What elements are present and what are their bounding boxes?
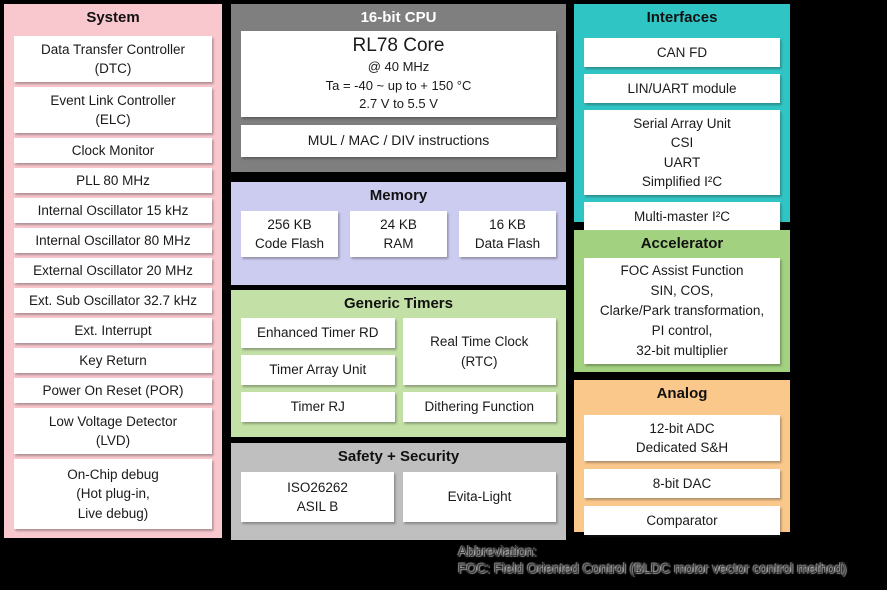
timers-grid: Enhanced Timer RD Real Time Clock (RTC) … [241,317,556,422]
block-lvd: Low Voltage Detector (LVD) [14,408,212,454]
block-12bit-adc: 12-bit ADC Dedicated S&H [584,415,780,461]
section-title: Accelerator [640,235,724,252]
block-iso26262-asil-b: ISO26262 ASIL B [241,472,394,522]
section-title: Memory [369,187,428,204]
block-multi-master-i2c: Multi-master I²C [584,202,780,231]
section-system: System Data Transfer Controller (DTC) Ev… [4,4,222,538]
memory-row: 256 KB Code Flash 24 KB RAM 16 KB Data F… [241,209,556,277]
block-rtc: Real Time Clock (RTC) [402,318,556,385]
block-data-flash: 16 KB Data Flash [459,211,556,257]
section-title: Safety + Security [337,448,460,465]
block-pll-80mhz: PLL 80 MHz [14,168,212,193]
block-serial-array-unit: Serial Array Unit CSI UART Simplified I²… [584,110,780,195]
block-clock-monitor: Clock Monitor [14,138,212,163]
section-title: Generic Timers [344,295,453,312]
block-dtc: Data Transfer Controller (DTC) [14,36,212,82]
section-interfaces: Interfaces CAN FD LIN/UART module Serial… [574,4,790,231]
block-elc: Event Link Controller (ELC) [14,87,212,133]
section-title: Interfaces [646,9,718,26]
block-on-chip-debug: On-Chip debug (Hot plug-in, Live debug) [14,459,212,529]
safety-row: ISO26262 ASIL B Evita-Light [241,470,556,522]
block-external-osc-20mhz: External Oscillator 20 MHz [14,258,212,283]
block-rl78-core: RL78 Core @ 40 MHz Ta = -40 ~ up to + 15… [241,31,556,117]
cpu-core-details: @ 40 MHz Ta = -40 ~ up to + 150 °C 2.7 V… [325,59,472,112]
section-analog: Analog 12-bit ADC Dedicated S&H 8-bit DA… [574,380,790,535]
block-ram: 24 KB RAM [350,211,447,257]
block-foc-assist-function: FOC Assist Function SIN, COS, Clarke/Par… [584,258,780,364]
block-por: Power On Reset (POR) [14,378,212,403]
block-key-return: Key Return [14,348,212,373]
section-title: System [86,9,140,26]
section-accelerator: Accelerator FOC Assist Function SIN, COS… [574,230,790,372]
section-title: 16-bit CPU [360,9,437,26]
section-safety-security: Safety + Security ISO26262 ASIL B Evita-… [231,443,566,540]
section-memory: Memory 256 KB Code Flash 24 KB RAM 16 KB… [231,182,566,285]
block-8bit-dac: 8-bit DAC [584,469,780,498]
block-code-flash: 256 KB Code Flash [241,211,338,257]
cpu-core-name: RL78 Core [352,35,445,57]
block-ext-sub-osc: Ext. Sub Oscillator 32.7 kHz [14,288,212,313]
section-cpu: 16-bit CPU RL78 Core @ 40 MHz Ta = -40 ~… [231,4,566,172]
block-comparator: Comparator [584,506,780,535]
block-dithering-function: Dithering Function [402,392,556,422]
block-timer-rj: Timer RJ [241,392,395,422]
block-ext-interrupt: Ext. Interrupt [14,318,212,343]
abbreviation-note: Abbreviation: FOC: Field Oriented Contro… [458,543,847,577]
abbreviation-text: FOC: Field Oriented Control (BLDC motor … [458,561,847,576]
block-lin-uart-module: LIN/UART module [584,74,780,103]
block-internal-osc-15khz: Internal Oscillator 15 kHz [14,198,212,223]
block-enhanced-timer-rd: Enhanced Timer RD [241,318,395,348]
block-mul-mac-div: MUL / MAC / DIV instructions [241,125,556,157]
block-internal-osc-80mhz: Internal Oscillator 80 MHz [14,228,212,253]
block-can-fd: CAN FD [584,38,780,67]
block-timer-array-unit: Timer Array Unit [241,355,395,385]
block-evita-light: Evita-Light [403,472,556,522]
abbreviation-label: Abbreviation: [458,544,537,559]
section-generic-timers: Generic Timers Enhanced Timer RD Real Ti… [231,290,566,437]
section-title: Analog [656,385,708,402]
